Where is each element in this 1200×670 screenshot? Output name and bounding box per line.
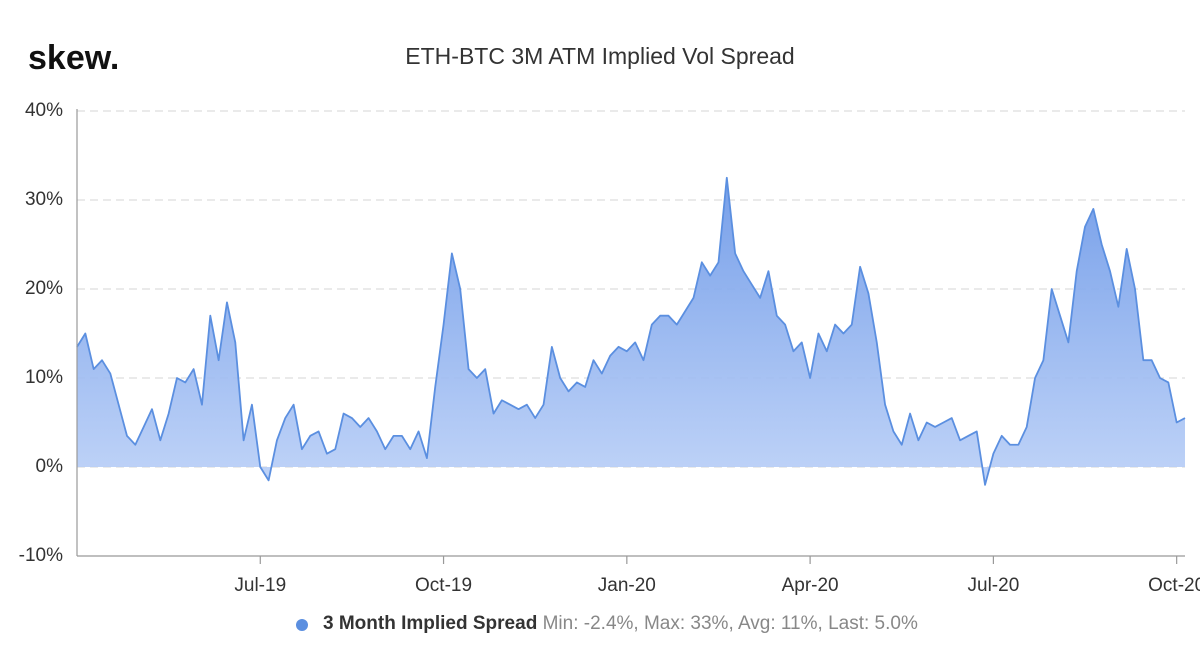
y-tick-label: 30%: [25, 189, 63, 210]
legend-marker: [296, 619, 308, 631]
legend-name: 3 Month Implied Spread: [323, 613, 537, 634]
x-tick-label: Jul-20: [968, 575, 1020, 596]
area-fill: [77, 177, 1185, 485]
series-line: [76, 176, 1186, 486]
x-tick-label: Jul-19: [234, 575, 286, 596]
y-tick-label: 20%: [25, 278, 63, 299]
y-tick-label: -10%: [19, 545, 63, 566]
x-tick-label: Jan-20: [598, 575, 656, 596]
legend-text: 3 Month Implied Spread Min: -2.4%, Max: …: [323, 613, 918, 634]
y-tick-label: 10%: [25, 367, 63, 388]
x-tick-label: Apr-20: [782, 575, 839, 596]
y-tick-label: 0%: [36, 456, 64, 477]
x-tick-label: Oct-20: [1148, 575, 1200, 596]
chart-title: ETH-BTC 3M ATM Implied Vol Spread: [405, 43, 794, 69]
x-tick-label: Oct-19: [415, 575, 472, 596]
legend-stats: Min: -2.4%, Max: 33%, Avg: 11%, Last: 5.…: [543, 613, 918, 634]
y-tick-label: 40%: [25, 100, 63, 121]
logo: skew.: [28, 39, 119, 77]
